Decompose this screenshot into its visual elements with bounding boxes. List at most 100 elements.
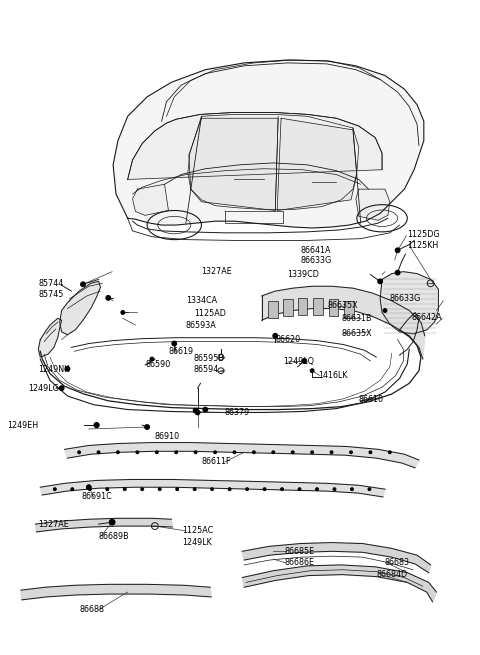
Circle shape <box>378 279 383 284</box>
Circle shape <box>333 488 336 491</box>
Circle shape <box>172 341 177 346</box>
Circle shape <box>97 451 100 454</box>
Circle shape <box>310 369 314 373</box>
Circle shape <box>281 488 284 491</box>
Bar <box>268 301 278 318</box>
Circle shape <box>273 333 278 338</box>
Text: 1339CD: 1339CD <box>287 270 319 279</box>
Polygon shape <box>242 565 436 602</box>
Circle shape <box>263 488 266 491</box>
Text: 1327AE: 1327AE <box>202 267 232 276</box>
Circle shape <box>71 488 74 491</box>
Text: 1125DG: 1125DG <box>408 231 440 239</box>
Circle shape <box>59 386 64 390</box>
Circle shape <box>176 488 179 491</box>
Text: 86594: 86594 <box>194 365 219 374</box>
Circle shape <box>214 451 216 454</box>
Text: 85745: 85745 <box>38 290 64 299</box>
Circle shape <box>369 451 372 454</box>
Circle shape <box>195 410 200 415</box>
Text: 86689B: 86689B <box>98 533 129 541</box>
Text: 86631B: 86631B <box>341 314 372 323</box>
Circle shape <box>228 488 231 491</box>
Polygon shape <box>21 584 211 600</box>
Circle shape <box>121 310 125 314</box>
Text: 86379: 86379 <box>225 408 250 417</box>
Circle shape <box>94 422 99 428</box>
Circle shape <box>368 488 371 491</box>
Circle shape <box>388 451 391 454</box>
Circle shape <box>302 358 307 364</box>
Circle shape <box>203 407 208 412</box>
Circle shape <box>233 451 236 454</box>
Circle shape <box>246 488 249 491</box>
Text: 86691C: 86691C <box>81 493 112 502</box>
Circle shape <box>65 366 70 371</box>
Text: 1125AD: 1125AD <box>194 309 226 318</box>
Circle shape <box>211 488 214 491</box>
Polygon shape <box>64 443 419 468</box>
Circle shape <box>156 451 158 454</box>
Circle shape <box>315 488 318 491</box>
Text: 86590: 86590 <box>145 360 170 369</box>
Text: 86641A: 86641A <box>300 246 331 255</box>
Bar <box>329 299 338 316</box>
Text: 86642A: 86642A <box>411 313 442 322</box>
Polygon shape <box>277 119 357 210</box>
Text: 1249LG: 1249LG <box>29 384 60 393</box>
Circle shape <box>383 309 387 312</box>
Polygon shape <box>60 282 100 335</box>
Bar <box>298 298 307 315</box>
Polygon shape <box>132 184 168 215</box>
Polygon shape <box>242 542 431 572</box>
Polygon shape <box>189 119 278 210</box>
Polygon shape <box>262 286 425 359</box>
Circle shape <box>252 451 255 454</box>
Circle shape <box>298 488 301 491</box>
Circle shape <box>86 485 91 490</box>
Circle shape <box>144 424 149 430</box>
Circle shape <box>123 488 126 491</box>
Text: 86619: 86619 <box>168 346 193 356</box>
Text: 86685E: 86685E <box>285 547 315 556</box>
Polygon shape <box>40 479 385 497</box>
Text: 86593A: 86593A <box>186 320 216 329</box>
Text: 1249NK: 1249NK <box>38 365 70 374</box>
Circle shape <box>106 488 109 491</box>
Circle shape <box>150 357 154 361</box>
Text: 86910: 86910 <box>155 432 180 441</box>
Text: 86688: 86688 <box>79 605 104 614</box>
Polygon shape <box>36 518 172 532</box>
Text: 1249LQ: 1249LQ <box>283 358 314 366</box>
Circle shape <box>106 295 111 300</box>
Circle shape <box>395 271 400 275</box>
Circle shape <box>311 451 313 454</box>
Circle shape <box>78 451 81 454</box>
Text: 85744: 85744 <box>38 279 63 288</box>
Circle shape <box>117 451 120 454</box>
Text: 1334CA: 1334CA <box>186 296 217 305</box>
Circle shape <box>395 248 400 253</box>
Bar <box>344 301 354 318</box>
Circle shape <box>193 488 196 491</box>
Text: 1125AC: 1125AC <box>182 527 213 535</box>
Circle shape <box>109 519 115 525</box>
Polygon shape <box>356 189 390 220</box>
Circle shape <box>88 488 91 491</box>
Text: 86610: 86610 <box>359 396 384 404</box>
Text: 86684D: 86684D <box>376 570 408 579</box>
Polygon shape <box>128 113 382 179</box>
Text: 86611F: 86611F <box>202 457 231 466</box>
Bar <box>283 299 293 316</box>
Text: 1125KH: 1125KH <box>408 241 439 250</box>
Text: 86620: 86620 <box>275 335 300 344</box>
Polygon shape <box>113 60 424 228</box>
Polygon shape <box>380 272 438 334</box>
Bar <box>313 298 323 315</box>
Circle shape <box>330 451 333 454</box>
Text: 86633G: 86633G <box>300 255 332 265</box>
Text: 86686E: 86686E <box>285 559 315 567</box>
Circle shape <box>272 451 275 454</box>
Text: 1416LK: 1416LK <box>318 371 348 380</box>
Text: 86595B: 86595B <box>194 354 225 363</box>
